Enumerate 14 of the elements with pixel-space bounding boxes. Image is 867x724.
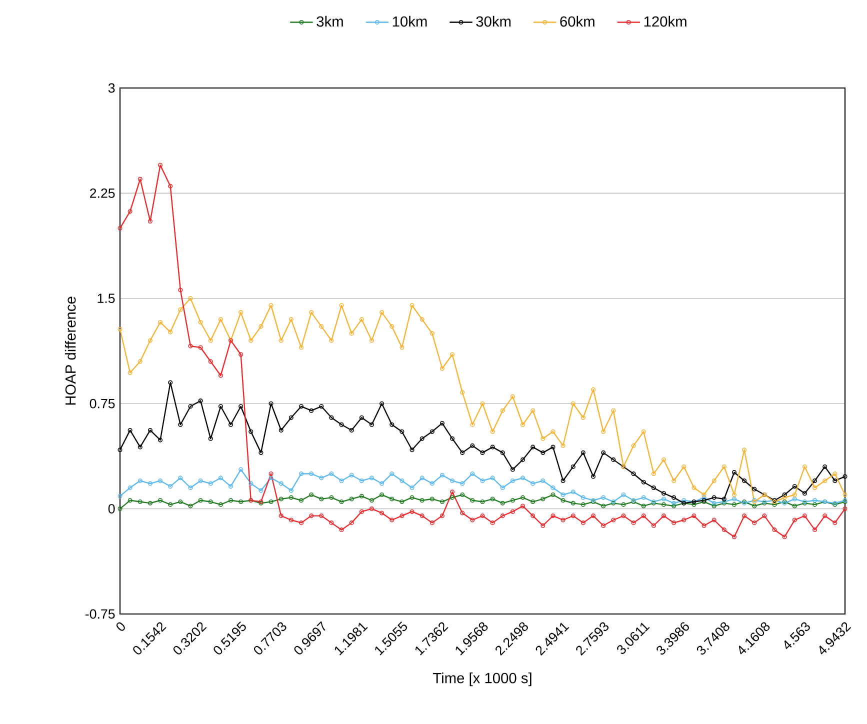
y-tick-label: 0 [108, 504, 115, 514]
y-tick-label: 2.25 [90, 188, 115, 198]
legend-label: 10km [392, 16, 427, 27]
y-tick-label: -0.75 [85, 609, 115, 619]
legend-label: 120km [644, 16, 686, 27]
y-tick-label: 1.5 [98, 294, 115, 304]
legend-label: 30km [476, 16, 511, 27]
x-axis-title: Time [x 1000 s] [432, 672, 532, 686]
y-tick-label: 0.75 [90, 398, 115, 408]
y-axis-title: HOAP difference [64, 296, 76, 405]
legend-label: 3km [316, 16, 343, 27]
x-tick-label: 0 [116, 622, 125, 631]
y-tick-label: 3 [108, 83, 115, 93]
legend-label: 60km [560, 16, 594, 27]
